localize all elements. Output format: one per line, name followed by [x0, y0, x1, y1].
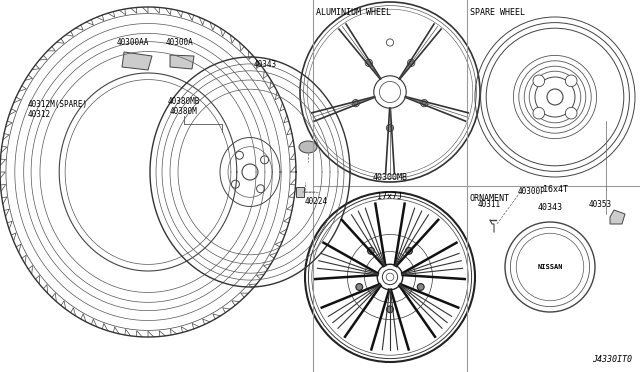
- Circle shape: [409, 61, 413, 65]
- Text: 40380MB: 40380MB: [168, 97, 200, 106]
- Polygon shape: [170, 55, 194, 69]
- Ellipse shape: [299, 141, 317, 153]
- Circle shape: [533, 75, 545, 87]
- Circle shape: [387, 306, 394, 313]
- Circle shape: [367, 61, 371, 65]
- Text: 40300A: 40300A: [166, 38, 194, 47]
- Circle shape: [367, 247, 374, 254]
- Circle shape: [417, 283, 424, 291]
- Text: J4330IT0: J4330IT0: [592, 355, 632, 364]
- Text: 40312M(SPARE): 40312M(SPARE): [28, 100, 88, 109]
- Text: 40224: 40224: [305, 197, 328, 206]
- Circle shape: [356, 283, 363, 291]
- Text: 40380M: 40380M: [170, 107, 198, 116]
- Text: 40300P: 40300P: [518, 187, 546, 196]
- Circle shape: [422, 101, 426, 105]
- Circle shape: [406, 247, 412, 254]
- Circle shape: [353, 101, 358, 105]
- Circle shape: [388, 126, 392, 130]
- Text: 40343: 40343: [253, 60, 276, 69]
- Polygon shape: [122, 52, 152, 70]
- Text: 40300AA: 40300AA: [117, 38, 149, 47]
- Polygon shape: [610, 210, 625, 224]
- Text: 16x4T: 16x4T: [543, 185, 568, 194]
- Circle shape: [533, 108, 545, 119]
- Text: 17x7J: 17x7J: [378, 192, 403, 201]
- Text: ALUMINIUM WHEEL: ALUMINIUM WHEEL: [316, 8, 391, 17]
- Text: SPARE WHEEL: SPARE WHEEL: [470, 8, 525, 17]
- Circle shape: [565, 108, 577, 119]
- Circle shape: [547, 89, 563, 105]
- Text: 40300MB: 40300MB: [372, 173, 408, 182]
- Text: 40353: 40353: [589, 200, 612, 209]
- Text: ORNAMENT: ORNAMENT: [470, 194, 510, 203]
- Text: NISSAN: NISSAN: [537, 264, 563, 270]
- Bar: [296, 187, 304, 197]
- Text: 40312: 40312: [28, 110, 51, 119]
- Text: 40343: 40343: [538, 203, 563, 212]
- Circle shape: [565, 75, 577, 87]
- Text: 40311: 40311: [478, 200, 501, 209]
